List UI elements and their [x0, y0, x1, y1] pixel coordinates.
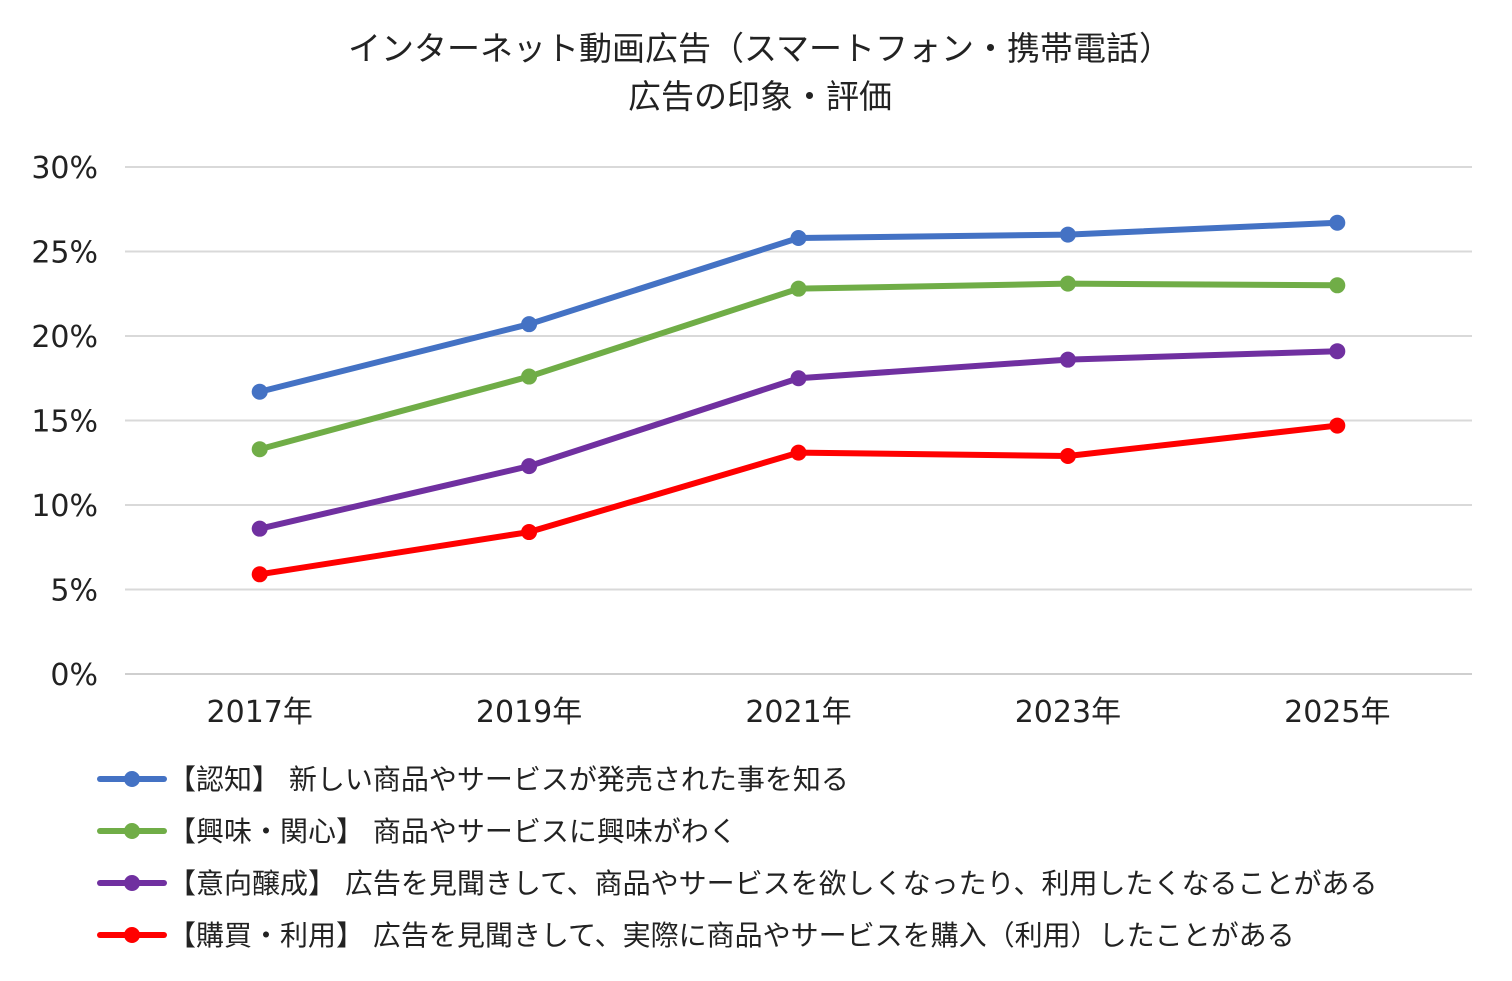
data-point — [1329, 214, 1346, 231]
chart-subtitle: 広告の印象・評価 — [628, 77, 892, 116]
y-tick-label: 0% — [50, 658, 98, 693]
legend-item: 【購買・利用】 広告を見聞きして、実際に商品やサービスを購入（利用）したことがあ… — [97, 919, 1295, 952]
data-point — [790, 370, 807, 387]
data-point — [790, 229, 807, 246]
data-point — [521, 368, 538, 385]
legend-label: 【認知】 新しい商品やサービスが発売された事を知る — [168, 763, 849, 796]
data-point — [251, 566, 268, 583]
series-1 — [251, 214, 1346, 400]
data-point — [1329, 277, 1346, 294]
series-2 — [251, 275, 1346, 458]
series-3 — [251, 343, 1346, 537]
legend-label: 【購買・利用】 広告を見聞きして、実際に商品やサービスを購入（利用）したことがあ… — [168, 919, 1295, 952]
y-tick-label: 20% — [31, 320, 98, 355]
legend-label: 【意向醸成】 広告を見聞きして、商品やサービスを欲しくなったり、利用したくなるこ… — [168, 867, 1378, 900]
data-point — [1059, 275, 1076, 292]
legend: 【認知】 新しい商品やサービスが発売された事を知る【興味・関心】 商品やサービス… — [97, 763, 1378, 952]
x-tick-label: 2019年 — [476, 695, 582, 730]
y-tick-label: 15% — [31, 405, 98, 440]
legend-label: 【興味・関心】 商品やサービスに興味がわく — [168, 815, 737, 848]
data-point — [251, 441, 268, 458]
x-tick-label: 2021年 — [745, 695, 851, 730]
legend-swatch-marker — [124, 927, 140, 943]
data-point — [1059, 447, 1076, 464]
y-tick-label: 10% — [31, 489, 98, 524]
legend-item: 【興味・関心】 商品やサービスに興味がわく — [97, 815, 737, 848]
legend-item: 【認知】 新しい商品やサービスが発売された事を知る — [97, 763, 849, 796]
series-group — [251, 214, 1346, 583]
data-point — [1329, 343, 1346, 360]
data-point — [521, 316, 538, 333]
series-line — [256, 280, 1341, 453]
x-tick-label: 2023年 — [1015, 695, 1121, 730]
legend-item: 【意向醸成】 広告を見聞きして、商品やサービスを欲しくなったり、利用したくなるこ… — [97, 867, 1378, 900]
chart-title: インターネット動画広告（スマートフォン・携帯電話） — [348, 29, 1172, 68]
legend-swatch-marker — [124, 823, 140, 839]
data-point — [1059, 226, 1076, 243]
legend-swatch-marker — [124, 771, 140, 787]
x-tick-label: 2025年 — [1284, 695, 1390, 730]
series-line — [256, 219, 1341, 395]
legend-swatch-marker — [124, 875, 140, 891]
y-tick-label: 25% — [31, 236, 98, 271]
data-point — [790, 444, 807, 461]
x-tick-label: 2017年 — [207, 695, 313, 730]
y-tick-label: 5% — [50, 574, 98, 609]
data-point — [1329, 417, 1346, 434]
y-tick-label: 30% — [31, 151, 98, 186]
data-point — [251, 383, 268, 400]
data-point — [1059, 351, 1076, 368]
data-point — [251, 520, 268, 537]
data-point — [521, 458, 538, 475]
series-4 — [251, 417, 1346, 583]
x-axis-ticks: 2017年 2019年 2021年 2023年 2025年 — [207, 695, 1391, 730]
y-axis-ticks: 0% 5% 10% 15% 20% 25% 30% — [31, 151, 98, 693]
data-point — [521, 524, 538, 541]
data-point — [790, 280, 807, 297]
